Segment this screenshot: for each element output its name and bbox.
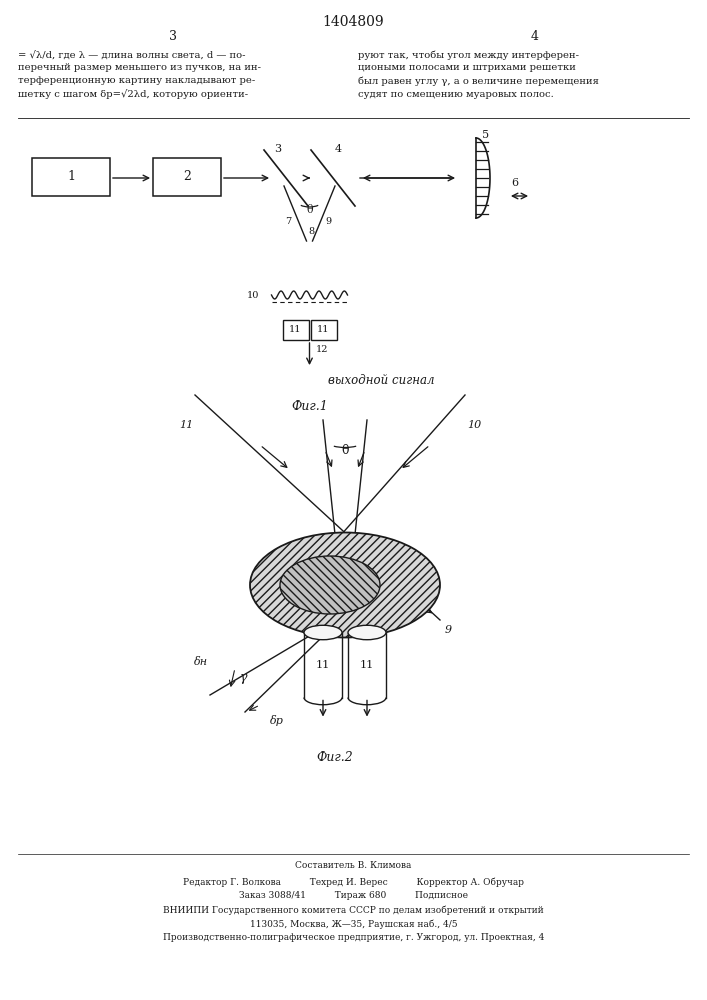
Text: 9: 9 bbox=[445, 625, 452, 635]
Bar bbox=[310, 320, 337, 340]
Text: 5: 5 bbox=[482, 130, 489, 140]
Text: руют так, чтобы угол между интерферен-
циоными полосами и штрихами решетки
был р: руют так, чтобы угол между интерферен- ц… bbox=[358, 50, 599, 99]
Text: 7: 7 bbox=[285, 217, 291, 226]
Text: 6: 6 bbox=[511, 178, 518, 188]
Text: Производственно-полиграфическое предприятие, г. Ужгород, ул. Проектная, 4: Производственно-полиграфическое предприя… bbox=[163, 934, 544, 942]
Text: 4: 4 bbox=[335, 144, 342, 154]
Text: 3: 3 bbox=[169, 30, 177, 43]
Text: 113035, Москва, Ж—35, Раушская наб., 4/5: 113035, Москва, Ж—35, Раушская наб., 4/5 bbox=[250, 919, 457, 929]
Bar bbox=[32, 158, 110, 196]
Text: Составитель В. Климова: Составитель В. Климова bbox=[296, 861, 411, 870]
Text: Фиг.2: Фиг.2 bbox=[317, 751, 354, 764]
Text: δр: δр bbox=[270, 714, 284, 726]
Text: 11: 11 bbox=[317, 326, 329, 334]
Text: = √λ/d, где λ — длина волны света, d — по-
перечный размер меньшего из пучков, н: = √λ/d, где λ — длина волны света, d — п… bbox=[18, 50, 261, 99]
Text: δн: δн bbox=[194, 657, 208, 667]
Text: 4: 4 bbox=[531, 30, 539, 43]
Text: 11: 11 bbox=[316, 660, 330, 670]
Text: 2: 2 bbox=[183, 170, 191, 184]
Text: Фиг.1: Фиг.1 bbox=[291, 399, 328, 412]
Bar bbox=[153, 158, 221, 196]
Text: 1: 1 bbox=[67, 170, 75, 184]
Text: 11: 11 bbox=[360, 660, 374, 670]
Text: ВНИИПИ Государственного комитета СССР по делам изобретений и открытий: ВНИИПИ Государственного комитета СССР по… bbox=[163, 905, 544, 915]
Text: θ: θ bbox=[306, 205, 312, 215]
Ellipse shape bbox=[304, 625, 342, 640]
Text: 3: 3 bbox=[274, 144, 281, 154]
Text: 12: 12 bbox=[315, 346, 328, 355]
Text: 11: 11 bbox=[179, 420, 193, 430]
Ellipse shape bbox=[250, 532, 440, 638]
Text: γ: γ bbox=[240, 672, 247, 684]
Text: 10: 10 bbox=[247, 290, 259, 300]
Text: θ: θ bbox=[341, 444, 349, 456]
Text: Редактор Г. Волкова          Техред И. Верес          Корректор А. Обручар: Редактор Г. Волкова Техред И. Верес Корр… bbox=[183, 877, 524, 887]
Text: Заказ 3088/41          Тираж 680          Подписное: Заказ 3088/41 Тираж 680 Подписное bbox=[239, 892, 468, 900]
Bar bbox=[283, 320, 308, 340]
Ellipse shape bbox=[280, 556, 380, 614]
Text: 11: 11 bbox=[289, 326, 302, 334]
Text: 1404809: 1404809 bbox=[322, 15, 385, 29]
Text: 8: 8 bbox=[308, 227, 315, 235]
Ellipse shape bbox=[348, 625, 386, 640]
Text: 9: 9 bbox=[325, 217, 332, 226]
Text: выходной сигнал: выходной сигнал bbox=[327, 373, 434, 386]
Text: 10: 10 bbox=[467, 420, 481, 430]
